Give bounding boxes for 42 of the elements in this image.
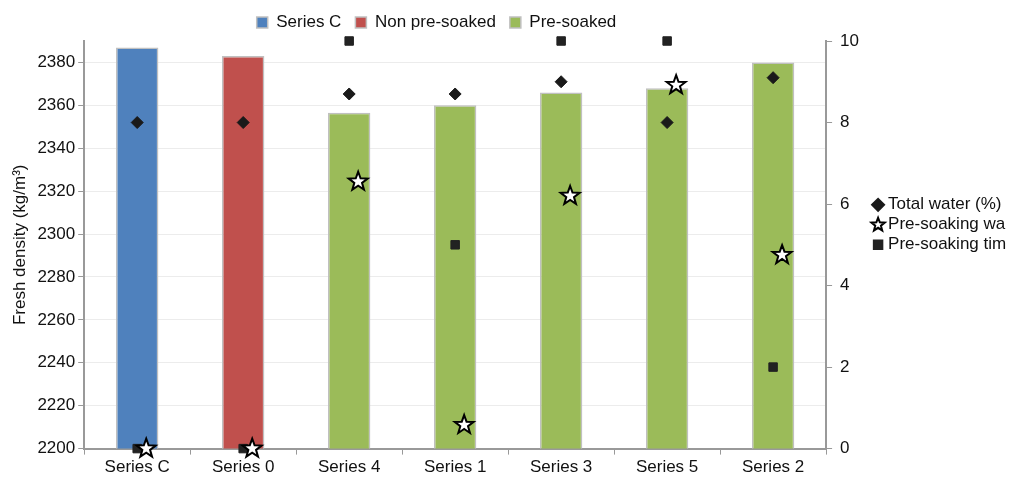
x-tick-label: Series 4 xyxy=(317,457,381,477)
y2-tick-label: 6 xyxy=(840,193,850,213)
point xyxy=(556,36,566,46)
point xyxy=(768,362,778,372)
legend-label: Non pre-soaked xyxy=(374,12,496,32)
point xyxy=(662,36,672,46)
y-tick-label: 2300 xyxy=(37,223,76,243)
point xyxy=(554,75,568,89)
y-tick-label: 2340 xyxy=(37,137,76,157)
x-tick-label: Series 3 xyxy=(529,457,593,477)
legend-label: Pre-soaking wa xyxy=(888,214,1006,234)
y-tick-label: 2200 xyxy=(37,438,76,458)
y-tick-label: 2240 xyxy=(37,352,76,372)
y-tick-label: 2320 xyxy=(37,180,76,200)
y-axis-title: Fresh density (kg/m³) xyxy=(9,164,29,326)
point xyxy=(130,116,144,130)
y2-tick-label: 10 xyxy=(840,30,860,50)
y-tick-label: 2280 xyxy=(37,266,76,286)
point xyxy=(236,116,250,130)
x-tick-label: Series 5 xyxy=(635,457,699,477)
x-tick-label: Series 2 xyxy=(741,457,805,477)
point xyxy=(660,116,674,130)
x-tick-label: Series 1 xyxy=(423,457,487,477)
y-tick-label: 2260 xyxy=(37,309,76,329)
point xyxy=(342,87,356,101)
legend-label: Total water (%) xyxy=(888,194,1002,214)
x-tick-label: Series 0 xyxy=(212,457,275,477)
point xyxy=(448,87,462,101)
x-tick-label: Series C xyxy=(104,457,170,477)
legend-label: Series C xyxy=(276,12,342,32)
y2-tick-label: 0 xyxy=(840,438,850,458)
y2-tick-label: 4 xyxy=(840,275,850,295)
y-tick-label: 2380 xyxy=(37,52,76,72)
legend-label: Pre-soaked xyxy=(529,12,617,32)
y2-tick-label: 8 xyxy=(840,112,850,132)
y2-tick-label: 2 xyxy=(840,356,850,376)
y-tick-label: 2360 xyxy=(37,95,76,115)
y-tick-label: 2220 xyxy=(37,395,76,415)
legend-label: Pre-soaking tim xyxy=(888,234,1007,254)
point xyxy=(450,240,460,250)
point xyxy=(766,71,780,85)
point xyxy=(344,36,354,46)
